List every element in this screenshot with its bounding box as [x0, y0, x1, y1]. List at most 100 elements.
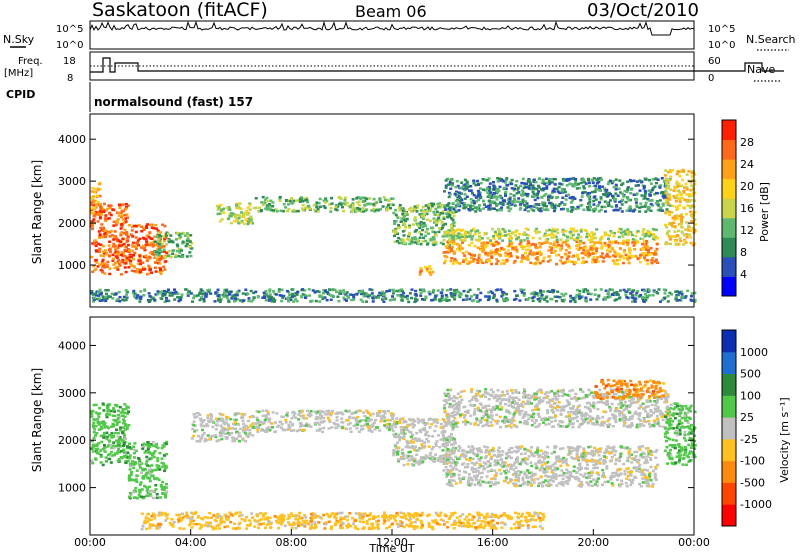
heatmap-cell — [643, 244, 647, 248]
heatmap-cell — [221, 431, 225, 434]
heatmap-cell — [681, 178, 684, 182]
heatmap-cell — [265, 409, 269, 412]
heatmap-cell — [156, 446, 160, 450]
heatmap-cell — [156, 229, 160, 232]
heatmap-cell — [326, 290, 330, 294]
heatmap-cell — [338, 292, 342, 295]
heatmap-cell — [116, 459, 120, 463]
heatmap-cell — [455, 180, 459, 183]
heatmap-cell — [215, 423, 219, 426]
heatmap-cell — [586, 192, 590, 195]
heatmap-cell — [501, 259, 505, 262]
heatmap-cell — [292, 300, 295, 303]
heatmap-cell — [94, 447, 98, 451]
heatmap-cell — [233, 439, 237, 443]
heatmap-cell — [662, 297, 666, 300]
heatmap-cell — [112, 220, 116, 224]
heatmap-cell — [102, 432, 106, 435]
heatmap-cell — [316, 416, 320, 419]
heatmap-cell — [392, 230, 396, 233]
heatmap-cell — [641, 233, 645, 236]
heatmap-cell — [469, 189, 473, 192]
heatmap-cell — [564, 194, 568, 197]
heatmap-cell — [345, 201, 349, 205]
heatmap-cell — [668, 238, 672, 241]
heatmap-cell — [550, 191, 554, 194]
heatmap-cell — [539, 253, 543, 256]
heatmap-cell — [411, 437, 415, 441]
heatmap-cell — [515, 237, 518, 241]
heatmap-cell — [400, 456, 403, 459]
heatmap-cell — [237, 423, 240, 426]
heatmap-cell — [169, 234, 173, 237]
heatmap-cell — [186, 294, 190, 297]
heatmap-cell — [576, 207, 580, 210]
heatmap-cell — [284, 418, 288, 422]
heatmap-cell — [107, 443, 111, 447]
heatmap-cell — [204, 295, 208, 298]
heatmap-cell — [400, 290, 404, 293]
heatmap-cell — [149, 223, 153, 227]
heatmap-cell — [114, 251, 118, 254]
heatmap-cell — [130, 249, 134, 253]
heatmap-cell — [606, 290, 610, 293]
heatmap-cell — [576, 255, 580, 259]
heatmap-cell — [486, 259, 490, 263]
heatmap-cell — [148, 268, 152, 272]
heatmap-cell — [318, 423, 321, 426]
heatmap-cell — [238, 439, 241, 443]
heatmap-cell — [539, 251, 543, 255]
heatmap-cell — [488, 202, 492, 205]
heatmap-cell — [547, 255, 551, 258]
heatmap-cell — [129, 233, 133, 236]
heatmap-cell — [613, 231, 616, 235]
heatmap-cell — [91, 300, 95, 303]
heatmap-cell — [475, 296, 479, 300]
heatmap-cell — [615, 204, 619, 207]
heatmap-cell — [579, 181, 583, 185]
heatmap-cell — [448, 241, 452, 245]
heatmap-cell — [94, 240, 98, 244]
heatmap-cell — [530, 243, 534, 246]
heatmap-cell — [403, 229, 407, 232]
heatmap-cell — [385, 426, 389, 430]
heatmap-cell — [479, 291, 483, 295]
heatmap-cell — [594, 251, 598, 254]
heatmap-cell — [137, 493, 141, 497]
heatmap-cell — [595, 228, 599, 231]
heatmap-cell — [552, 209, 556, 213]
heatmap-cell — [260, 429, 264, 432]
heatmap-cell — [155, 493, 159, 496]
heatmap-cell — [298, 197, 302, 201]
heatmap-cell — [446, 203, 450, 207]
heatmap-cell — [671, 216, 675, 219]
heatmap-cell — [447, 440, 451, 444]
heatmap-cell — [668, 204, 672, 207]
heatmap-cell — [356, 207, 360, 210]
heatmap-cell — [96, 220, 100, 223]
heatmap-cell — [522, 292, 526, 295]
heatmap-cell — [149, 494, 153, 498]
heatmap-cell — [329, 413, 333, 417]
heatmap-cell — [561, 196, 565, 199]
heatmap-cell — [513, 187, 516, 191]
heatmap-cell — [125, 293, 129, 296]
heatmap-cell — [443, 430, 447, 434]
heatmap-cell — [316, 210, 320, 213]
heatmap-cell — [674, 297, 678, 301]
heatmap-cell — [474, 238, 478, 241]
heatmap-cell — [662, 180, 666, 183]
heatmap-cell — [512, 189, 516, 192]
heatmap-cell — [689, 236, 693, 239]
heatmap-cell — [613, 255, 617, 258]
heatmap-cell — [95, 261, 99, 264]
heatmap-cell — [524, 200, 527, 203]
heatmap-cell — [558, 182, 562, 185]
heatmap-cell — [385, 422, 389, 426]
heatmap-cell — [371, 296, 375, 300]
heatmap-cell — [560, 183, 564, 186]
heatmap-cell — [397, 290, 401, 293]
heatmap-cell — [519, 200, 522, 204]
heatmap-cell — [158, 451, 162, 455]
heatmap-cell — [134, 294, 138, 297]
